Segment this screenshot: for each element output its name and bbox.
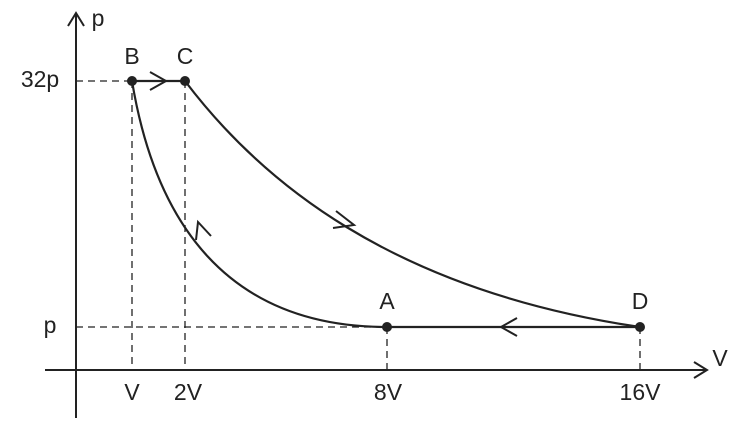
process-ab (130, 80, 388, 329)
point-label: A (379, 288, 395, 314)
state-point (180, 76, 190, 86)
y-tick-label: 32p (21, 66, 59, 92)
x-tick-label: 8V (374, 379, 403, 405)
point-label: B (124, 43, 139, 69)
x-axis-arrow (693, 361, 709, 379)
state-point (127, 76, 137, 86)
x-tick-label: V (124, 379, 140, 405)
x-axis-label: V (712, 345, 728, 371)
point-label: D (632, 288, 649, 314)
y-axis-label: p (92, 5, 105, 31)
process-cd (184, 80, 641, 329)
direction-arrow (195, 219, 212, 241)
x-tick-label: 16V (620, 379, 662, 405)
direction-arrow (149, 71, 169, 91)
y-axis-arrow (67, 11, 85, 27)
direction-arrow (332, 210, 357, 229)
y-tick-label: p (44, 312, 57, 338)
state-point (382, 322, 392, 332)
x-tick-label: 2V (174, 379, 203, 405)
state-point (635, 322, 645, 332)
direction-arrow (498, 317, 518, 337)
point-label: C (177, 43, 194, 69)
